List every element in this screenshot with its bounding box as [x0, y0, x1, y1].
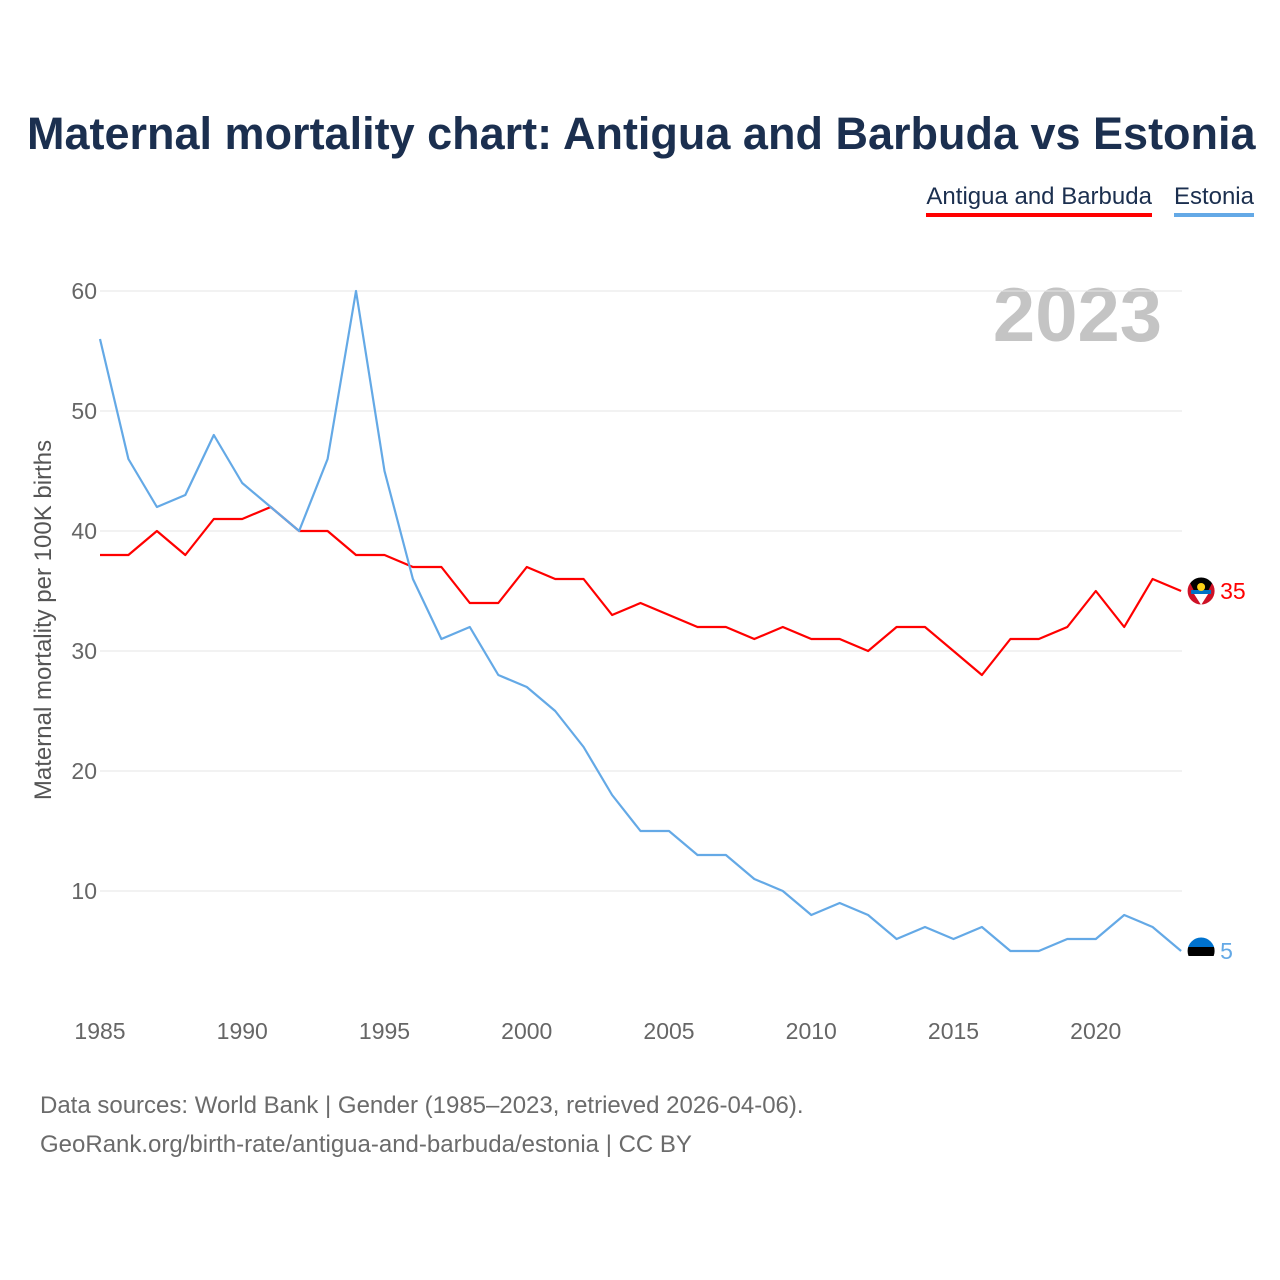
gridlines: [100, 290, 1182, 892]
x-axis-ticks: 1985 1990 1995 2000 2005 2010 2015 2020: [74, 1018, 1121, 1044]
end-value-label-estonia: 5: [1220, 938, 1233, 964]
x-tick-label-1990: 1990: [217, 1018, 268, 1044]
y-tick-label-10: 10: [71, 878, 97, 904]
y-tick-label-40: 40: [71, 518, 97, 544]
y-tick-label-50: 50: [71, 398, 97, 424]
x-tick-label-2000: 2000: [501, 1018, 552, 1044]
x-tick-label-2015: 2015: [928, 1018, 979, 1044]
legend-item-antigua-and-barbuda[interactable]: Antigua and Barbuda: [926, 183, 1152, 217]
year-watermark: 2023: [992, 273, 1162, 358]
y-axis-label: Maternal mortality per 100K births: [30, 440, 57, 800]
end-value-label-antigua-and-barbuda: 35: [1220, 578, 1246, 604]
y-tick-label-30: 30: [71, 638, 97, 664]
x-tick-label-1995: 1995: [359, 1018, 410, 1044]
source-line-2[interactable]: GeoRank.org/birth-rate/antigua-and-barbu…: [40, 1131, 692, 1158]
y-tick-label-20: 20: [71, 758, 97, 784]
antigua-and-barbuda-flag-icon: [1186, 576, 1216, 606]
x-tick-label-2010: 2010: [786, 1018, 837, 1044]
estonia-flag-icon: [1186, 936, 1216, 966]
x-tick-label-2005: 2005: [643, 1018, 694, 1044]
series-line-antigua-and-barbuda[interactable]: [100, 505, 1182, 677]
data-source: Data sources: World Bank | Gender (1985–…: [40, 1086, 804, 1164]
legend: Antigua and Barbuda Estonia: [926, 183, 1254, 217]
y-tick-label-60: 60: [71, 278, 97, 304]
chart-title: Maternal mortality chart: Antigua and Ba…: [27, 108, 1256, 159]
series-end-markers: 35 5: [1186, 576, 1246, 966]
source-line-1: Data sources: World Bank | Gender (1985–…: [40, 1092, 804, 1119]
series-lines: [98, 289, 1182, 953]
x-tick-label-1985: 1985: [74, 1018, 125, 1044]
legend-item-estonia[interactable]: Estonia: [1173, 183, 1254, 217]
x-tick-label-2020: 2020: [1070, 1018, 1121, 1044]
y-axis-ticks: 10 20 30 40 50 60: [71, 278, 97, 904]
series-line-estonia[interactable]: [98, 289, 1182, 953]
